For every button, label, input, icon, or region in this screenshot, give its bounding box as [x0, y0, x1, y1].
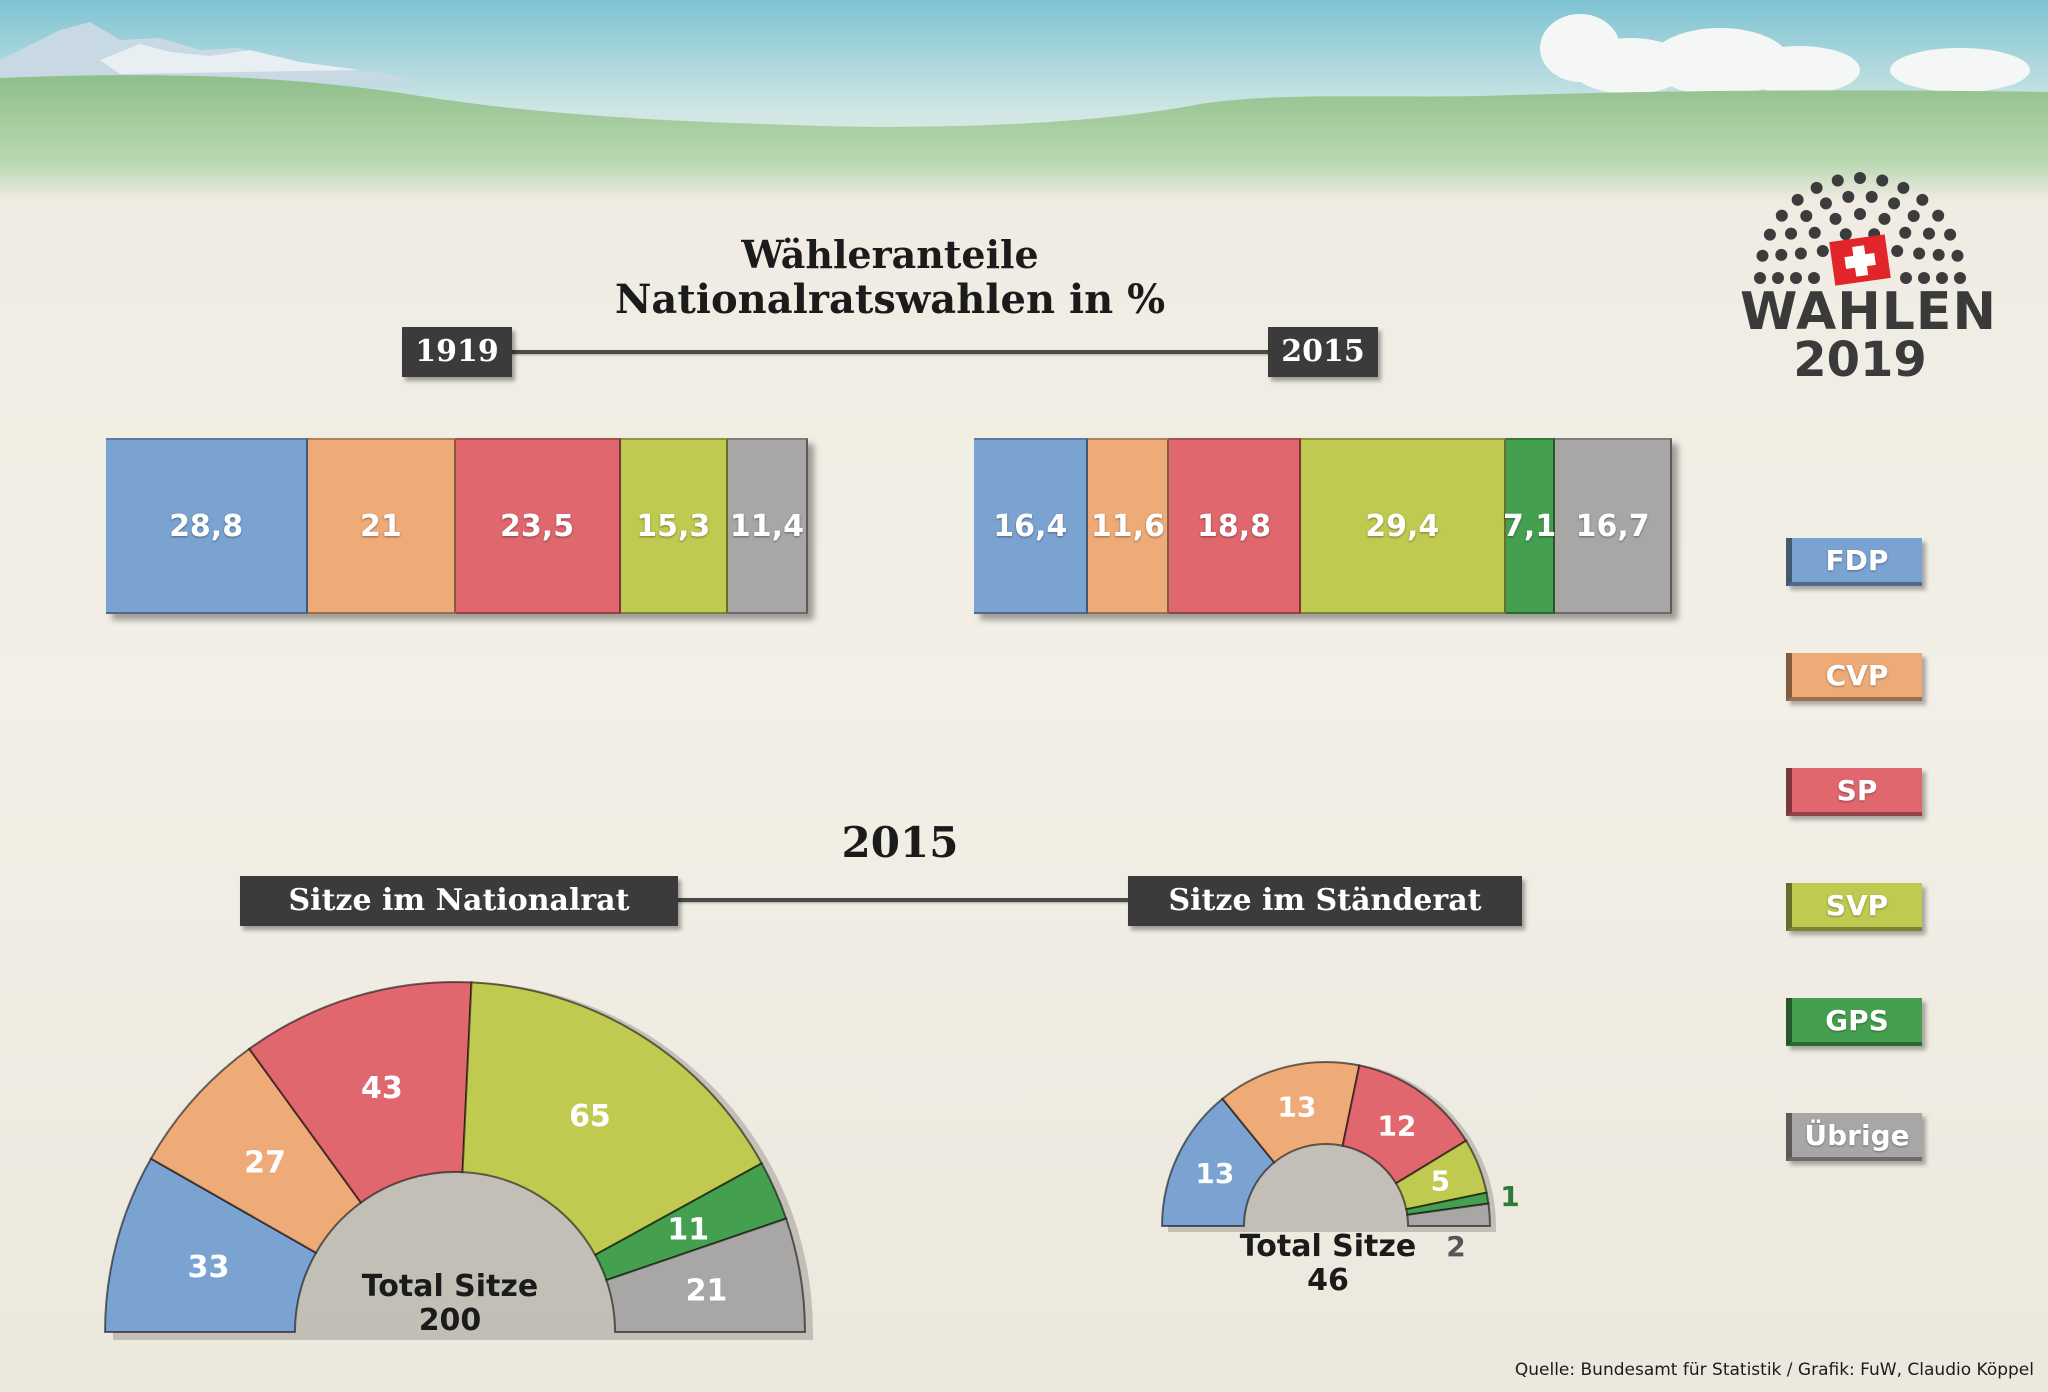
seat-label-uebrige: 2: [1446, 1230, 1465, 1263]
chart-title-line2: Nationalratswahlen in %: [614, 276, 1166, 323]
bar-segment-fdp: 28,8: [106, 438, 309, 614]
stacked-bar-2015: 16,4 11,6 18,8 29,4 7,1 16,7: [974, 438, 1672, 614]
hills: [0, 75, 2048, 200]
clouds: [1540, 14, 2030, 96]
seats-year-heading: 2015: [841, 818, 959, 867]
landscape-banner: [0, 0, 2048, 200]
legend-item-fdp: FDP: [1786, 538, 1922, 586]
year-connector: [510, 350, 1280, 354]
parliament-dots-icon: [1754, 172, 1966, 286]
states-council-label: Sitze im Ständerat: [1128, 876, 1522, 926]
seat-label-sp: 43: [361, 1071, 403, 1106]
source-credit: Quelle: Bundesamt für Statistik / Grafik…: [1514, 1360, 2034, 1380]
states-total-label: Total Sitze: [1239, 1229, 1417, 1264]
bar-segment-uebrige: 16,7: [1555, 438, 1672, 614]
national-total-label: Total Sitze: [361, 1269, 539, 1304]
seat-label-cvp: 27: [244, 1145, 286, 1180]
year-label-1919: 1919: [402, 327, 512, 377]
seat-label-fdp: 33: [188, 1250, 230, 1285]
mountains: [0, 22, 420, 90]
seat-label-sp: 12: [1377, 1109, 1416, 1142]
seat-label-cvp: 13: [1277, 1090, 1316, 1123]
seat-label-svp: 5: [1431, 1165, 1450, 1198]
logo-text-year: 2019: [1793, 332, 1927, 388]
chart-title-line1: Wähleranteile: [741, 232, 1039, 277]
bar-segment-svp: 29,4: [1300, 438, 1506, 614]
states-total: Total Sitze 46: [1228, 1230, 1428, 1298]
bar-segment-uebrige: 11,4: [727, 438, 808, 614]
legend-item-uebrige: Übrige: [1786, 1113, 1922, 1161]
seat-slice-sp: [247, 981, 473, 1204]
bar-segment-cvp: 21: [308, 438, 456, 614]
legend-item-gps: GPS: [1786, 998, 1922, 1046]
seat-label-fdp: 13: [1195, 1157, 1234, 1190]
bar-segment-cvp: 11,6: [1088, 438, 1170, 614]
seat-slice-svp: [461, 981, 764, 1257]
legend-item-svp: SVP: [1786, 883, 1922, 931]
seat-label-gps: 1: [1500, 1180, 1519, 1213]
states-total-value: 46: [1307, 1263, 1349, 1298]
seat-slice-uebrige: [1406, 1202, 1492, 1227]
national-total: Total Sitze 200: [350, 1270, 550, 1338]
bar-segment-gps: 7,1: [1503, 438, 1556, 614]
seat-slice-uebrige: [605, 1217, 807, 1333]
year-label-2015: 2015: [1268, 327, 1378, 377]
bar-segment-sp: 23,5: [455, 438, 621, 614]
seats-connector: [676, 898, 1136, 902]
legend-item-sp: SP: [1786, 768, 1922, 816]
legend-item-cvp: CVP: [1786, 653, 1922, 701]
bar-segment-sp: 18,8: [1169, 438, 1301, 614]
national-total-value: 200: [418, 1303, 482, 1338]
seat-label-uebrige: 21: [686, 1274, 728, 1309]
seat-label-gps: 11: [667, 1212, 709, 1247]
national-council-label: Sitze im Nationalrat: [240, 876, 678, 926]
seat-label-svp: 65: [569, 1099, 611, 1134]
bar-segment-svp: 15,3: [620, 438, 728, 614]
logo-text-wahlen: WAHLEN: [1740, 282, 1997, 342]
stacked-bar-1919: 28,8 21 23,5 15,3 11,4: [106, 438, 808, 614]
wahlen-2019-logo: WAHLEN 2019: [1740, 160, 1997, 390]
bar-segment-fdp: 16,4: [974, 438, 1089, 614]
